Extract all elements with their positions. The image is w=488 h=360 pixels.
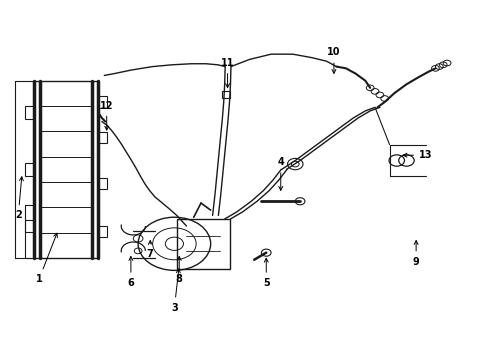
Text: 10: 10	[326, 48, 340, 73]
Text: 13: 13	[402, 150, 432, 160]
Text: 7: 7	[146, 240, 153, 260]
Text: 1: 1	[36, 233, 57, 284]
Bar	[98, 178, 106, 189]
Text: 8: 8	[176, 257, 183, 284]
Text: 9: 9	[412, 240, 419, 266]
Text: 2: 2	[15, 177, 23, 220]
Text: 6: 6	[127, 257, 134, 288]
Bar	[177, 219, 229, 269]
Bar	[222, 91, 229, 99]
Text: 11: 11	[221, 58, 234, 87]
Text: 4: 4	[277, 157, 284, 190]
Bar	[98, 96, 106, 108]
Text: 5: 5	[263, 258, 269, 288]
Bar	[25, 163, 34, 176]
Text: 3: 3	[171, 269, 180, 312]
Text: 12: 12	[100, 100, 113, 130]
Bar	[98, 226, 106, 237]
Bar	[98, 132, 106, 143]
Bar	[25, 220, 34, 232]
Bar	[25, 107, 34, 119]
